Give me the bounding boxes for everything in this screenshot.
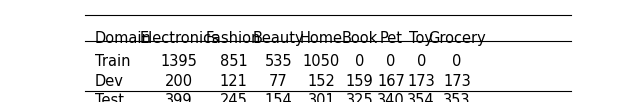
Text: Train: Train: [95, 54, 131, 69]
Text: 301: 301: [308, 93, 335, 102]
Text: 77: 77: [269, 74, 288, 89]
Text: Dev: Dev: [95, 74, 124, 89]
Text: 0: 0: [355, 54, 364, 69]
Text: 159: 159: [346, 74, 374, 89]
Text: 1050: 1050: [303, 54, 340, 69]
Text: 121: 121: [220, 74, 248, 89]
Text: Book: Book: [342, 31, 378, 46]
Text: 0: 0: [417, 54, 426, 69]
Text: 851: 851: [220, 54, 248, 69]
Text: Electronics: Electronics: [140, 31, 219, 46]
Text: 354: 354: [408, 93, 435, 102]
Text: Pet: Pet: [380, 31, 403, 46]
Text: 0: 0: [387, 54, 396, 69]
Text: 152: 152: [308, 74, 335, 89]
Text: 353: 353: [444, 93, 470, 102]
Text: Test: Test: [95, 93, 124, 102]
Text: Domain: Domain: [95, 31, 152, 46]
Text: 173: 173: [443, 74, 471, 89]
Text: 1395: 1395: [161, 54, 198, 69]
Text: Beauty: Beauty: [253, 31, 304, 46]
Text: Grocery: Grocery: [428, 31, 486, 46]
Text: 535: 535: [264, 54, 292, 69]
Text: 200: 200: [165, 74, 193, 89]
Text: Fashion: Fashion: [206, 31, 262, 46]
Text: 173: 173: [408, 74, 435, 89]
Text: Home: Home: [300, 31, 343, 46]
Text: 167: 167: [377, 74, 405, 89]
Text: Toy: Toy: [409, 31, 433, 46]
Text: 340: 340: [377, 93, 405, 102]
Text: 399: 399: [165, 93, 193, 102]
Text: 154: 154: [264, 93, 292, 102]
Text: 325: 325: [346, 93, 374, 102]
Text: 0: 0: [452, 54, 461, 69]
Text: 245: 245: [220, 93, 248, 102]
